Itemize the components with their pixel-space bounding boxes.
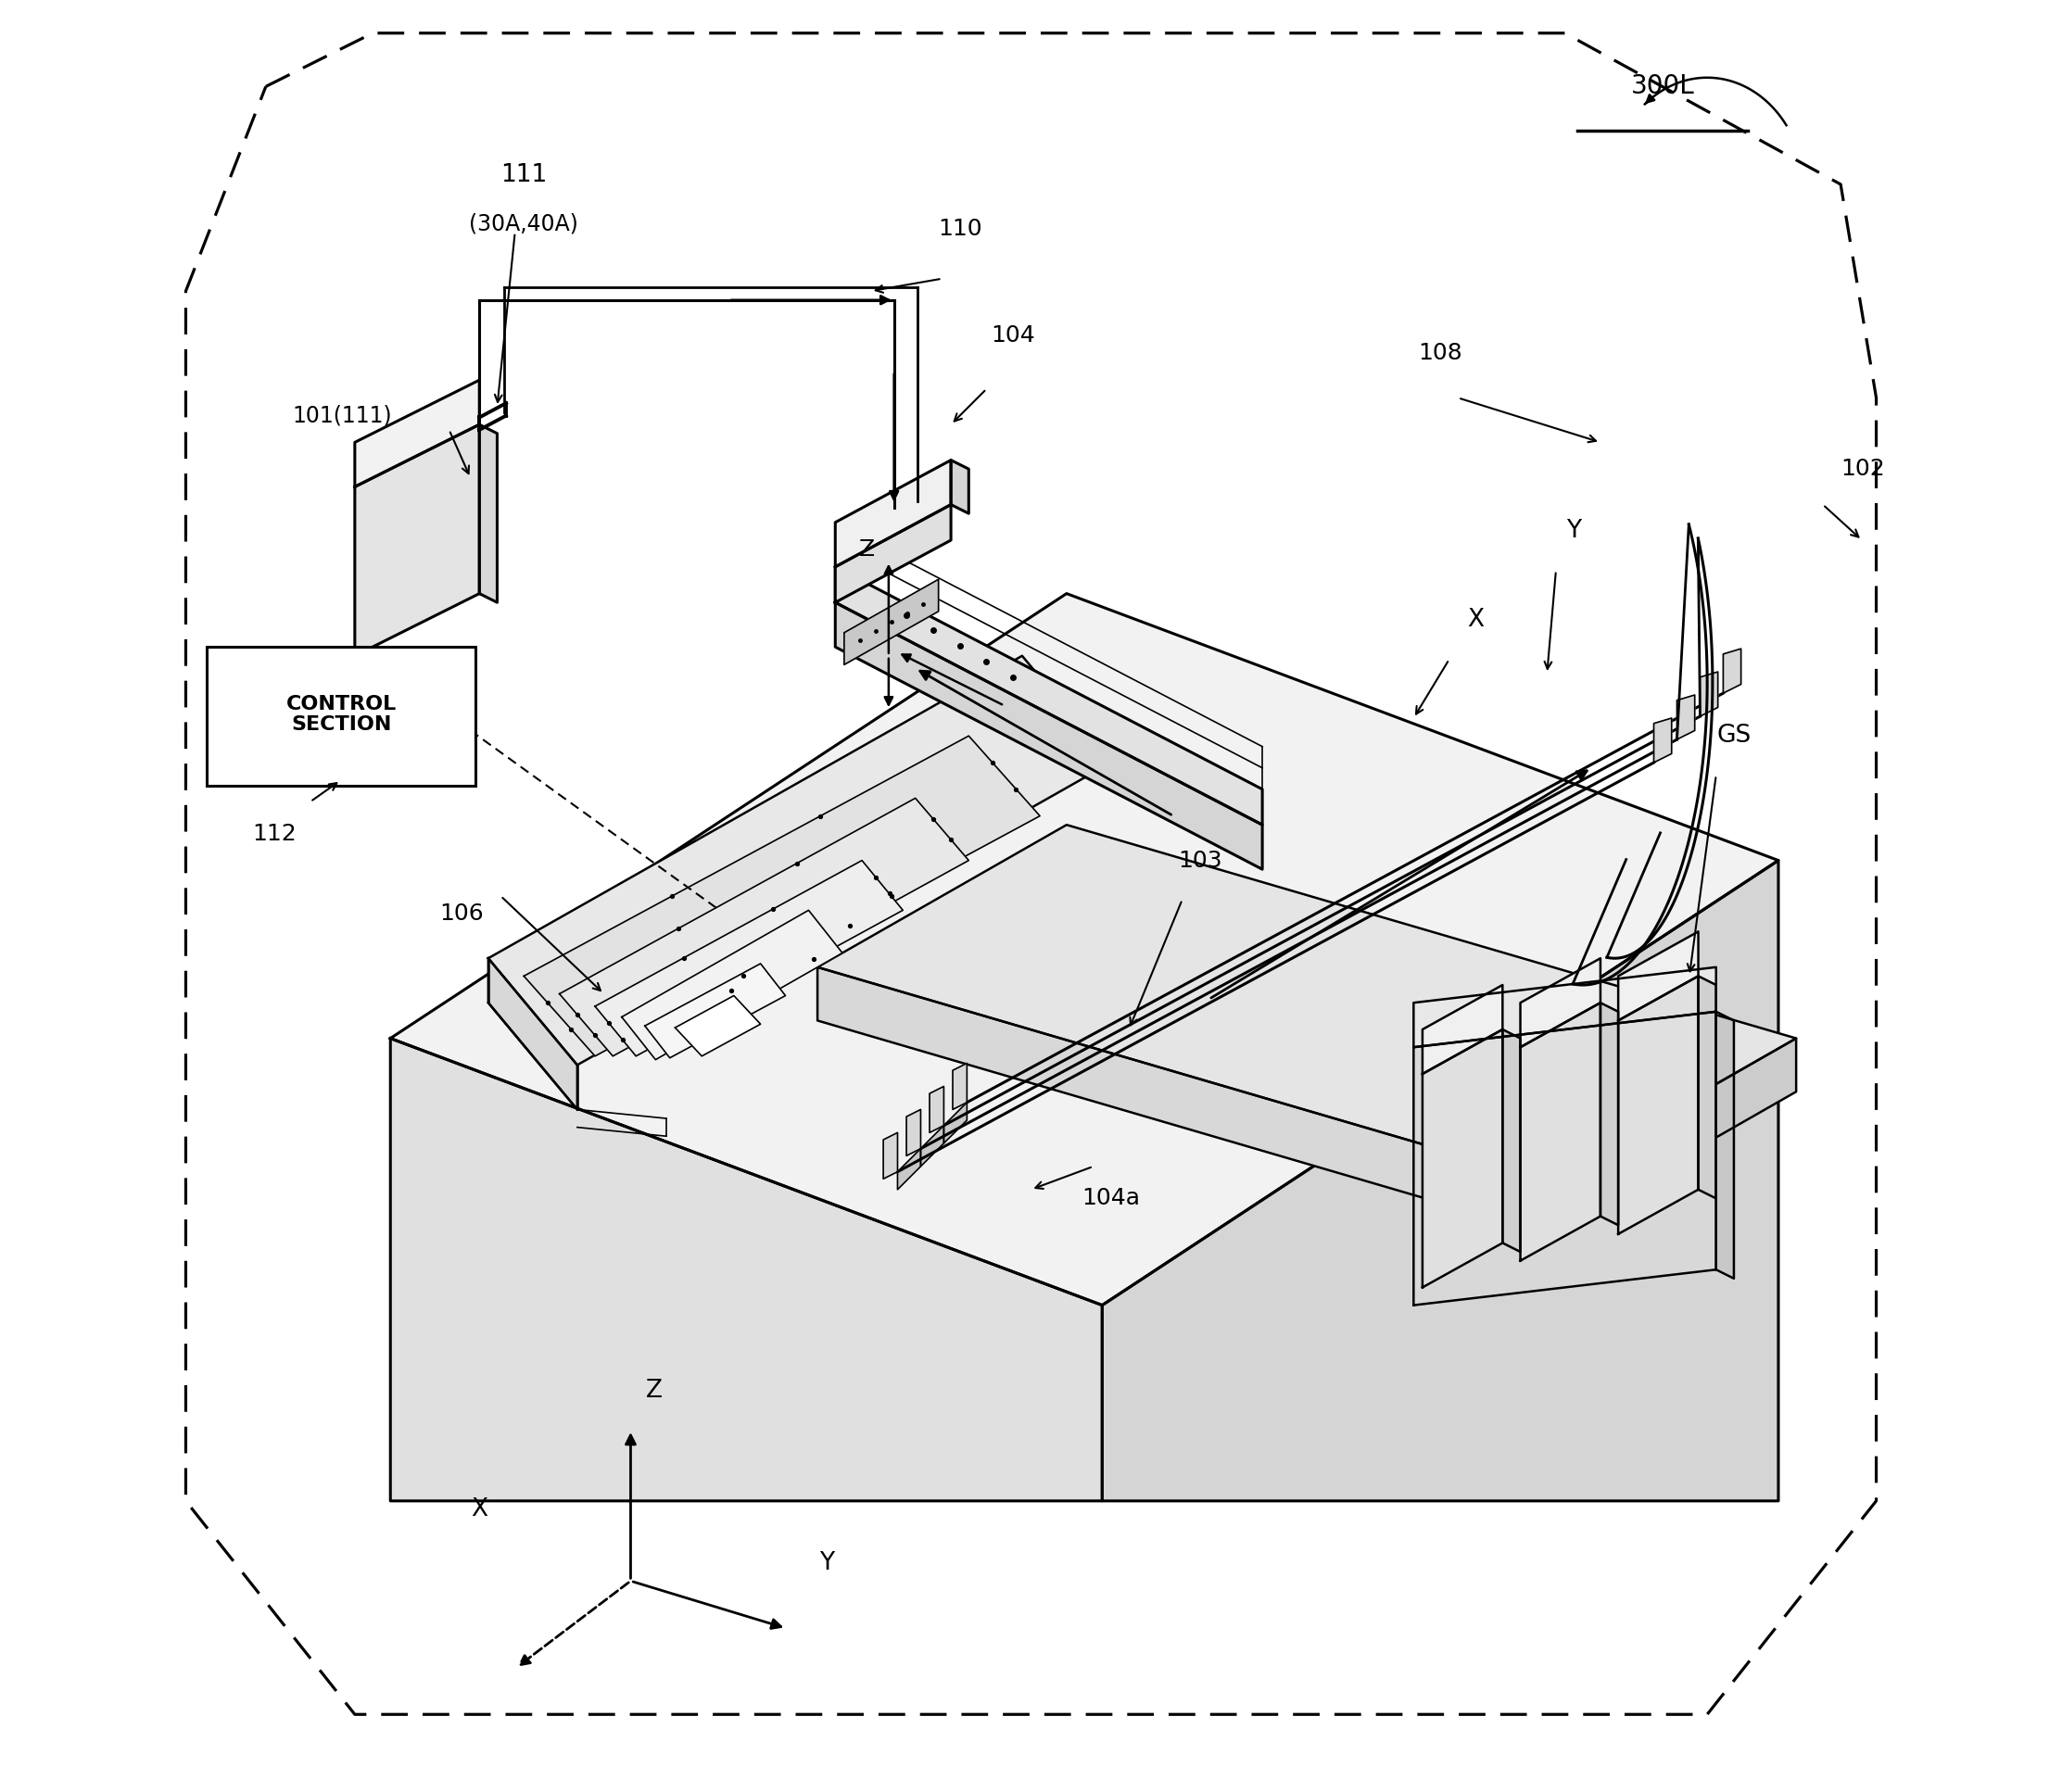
Polygon shape — [1546, 1038, 1796, 1235]
Polygon shape — [1724, 649, 1740, 694]
Polygon shape — [623, 910, 843, 1059]
Polygon shape — [843, 579, 938, 665]
Polygon shape — [907, 1109, 920, 1156]
Polygon shape — [817, 824, 1796, 1181]
Polygon shape — [930, 1086, 944, 1133]
Polygon shape — [1716, 1012, 1734, 1278]
Polygon shape — [559, 797, 969, 1055]
Text: 111: 111 — [501, 163, 546, 188]
Text: Z: Z — [645, 1378, 662, 1403]
Polygon shape — [1600, 1004, 1619, 1226]
Text: 108: 108 — [1419, 342, 1462, 364]
Text: Z: Z — [860, 538, 874, 561]
Text: 112: 112 — [254, 823, 297, 844]
Text: CONTROL
SECTION: CONTROL SECTION — [287, 695, 396, 735]
Polygon shape — [1676, 695, 1695, 740]
Polygon shape — [817, 968, 1546, 1235]
Polygon shape — [390, 593, 1777, 1305]
Text: 110: 110 — [938, 217, 982, 240]
Polygon shape — [1415, 1012, 1716, 1305]
Polygon shape — [920, 1125, 944, 1167]
Polygon shape — [1520, 959, 1600, 1047]
Text: X: X — [1468, 607, 1485, 633]
Text: X: X — [470, 1498, 489, 1521]
Polygon shape — [1415, 968, 1716, 1047]
Polygon shape — [1520, 1004, 1600, 1262]
Text: 104a: 104a — [1083, 1188, 1140, 1210]
Polygon shape — [835, 461, 951, 566]
Polygon shape — [835, 566, 1262, 824]
Polygon shape — [835, 505, 951, 602]
Polygon shape — [883, 1133, 897, 1179]
Polygon shape — [489, 656, 1111, 1064]
Polygon shape — [1654, 719, 1672, 763]
Polygon shape — [953, 1063, 967, 1109]
Polygon shape — [1619, 977, 1699, 1235]
Polygon shape — [1699, 672, 1718, 717]
Polygon shape — [1699, 977, 1716, 1199]
Polygon shape — [1423, 986, 1503, 1073]
Polygon shape — [596, 860, 903, 1055]
Polygon shape — [1619, 932, 1699, 1020]
Polygon shape — [1103, 860, 1777, 1502]
Polygon shape — [355, 380, 478, 487]
Polygon shape — [645, 964, 786, 1057]
Text: (30A,40A): (30A,40A) — [470, 213, 579, 235]
Polygon shape — [951, 461, 969, 514]
Text: 101(111): 101(111) — [293, 405, 392, 426]
Polygon shape — [1423, 1029, 1503, 1287]
Polygon shape — [478, 425, 497, 602]
Polygon shape — [897, 1149, 920, 1190]
Text: 103: 103 — [1177, 849, 1223, 871]
Text: 104: 104 — [992, 324, 1035, 346]
Text: Y: Y — [1567, 520, 1582, 543]
Polygon shape — [944, 1102, 967, 1143]
Text: 300L: 300L — [1631, 73, 1695, 100]
Text: 102: 102 — [1841, 459, 1885, 480]
Text: 106: 106 — [439, 903, 485, 925]
FancyBboxPatch shape — [206, 647, 476, 785]
Polygon shape — [674, 996, 761, 1055]
Polygon shape — [390, 1038, 1103, 1502]
Polygon shape — [524, 737, 1039, 1055]
Text: GS: GS — [1718, 724, 1751, 747]
Polygon shape — [835, 602, 1262, 869]
Polygon shape — [489, 959, 577, 1109]
Text: Y: Y — [819, 1552, 833, 1575]
Polygon shape — [355, 425, 478, 656]
Polygon shape — [1503, 1029, 1520, 1253]
